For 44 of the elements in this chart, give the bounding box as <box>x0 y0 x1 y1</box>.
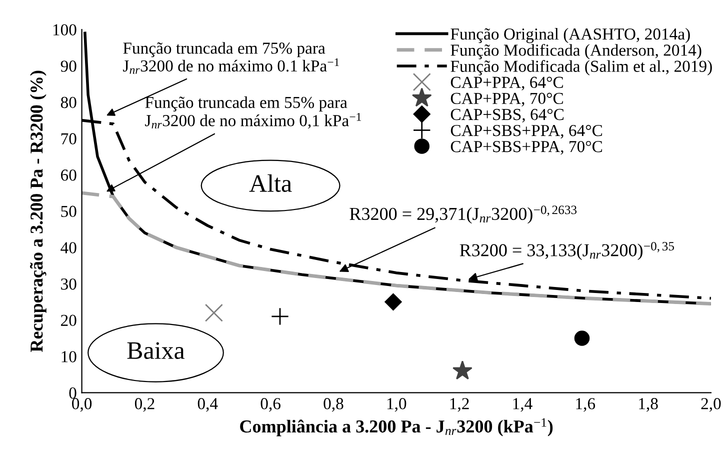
point <box>270 307 290 326</box>
x-tick-label: 1,8 <box>639 398 658 412</box>
y-tick-label: 40 <box>60 242 76 254</box>
legend-label: Função Modificada (Anderson, 2014) <box>450 44 702 60</box>
legend-label: CAP+PPA, 64°C <box>450 76 563 90</box>
annotation: Alta <box>249 174 292 192</box>
point <box>452 360 472 380</box>
legend-label: Função Modificada (Salim et al., 2019) <box>450 60 712 76</box>
legend-label: CAP+SBS+PPA, 70°C <box>450 140 602 155</box>
legend-label: Função Original (AASHTO, 2014a) <box>450 28 690 44</box>
y-tick-label: 0 <box>69 387 76 399</box>
annotation: Função truncada em 55% para J$_{nr}$3200 de no máximo 0,1 kPa$^{−1}$ <box>145 96 361 129</box>
x-tick-label: 1,6 <box>576 398 596 412</box>
y-tick-label: 50 <box>61 206 76 218</box>
annotation: Baixa <box>127 342 185 360</box>
y-tick-label: 60 <box>61 169 76 181</box>
y-tick-label: 70 <box>61 133 76 144</box>
x-tick-label: 0,0 <box>72 398 92 412</box>
legend-label: CAP+PPA, 70°C <box>450 92 563 106</box>
y-tick-label: 80 <box>60 96 76 108</box>
line-series <box>82 191 711 306</box>
point <box>204 304 223 322</box>
y-tick-label: 10 <box>62 351 76 362</box>
point <box>574 330 590 346</box>
annotation: R3200 = 33,133(J$_{nr}$3200)$^{−0,35}$ <box>460 242 674 260</box>
x-tick-label: 0,4 <box>198 398 218 412</box>
legend-label: CAP+SBS, 64°C <box>450 108 564 122</box>
y-tick-label: 90 <box>60 60 76 72</box>
x-tick-label: 0,6 <box>260 398 280 412</box>
y-tick-label: 100 <box>53 24 76 36</box>
x-tick-label: 1,0 <box>387 398 406 412</box>
y-tick-label: 20 <box>61 314 76 326</box>
x-tick-label: 2,0 <box>701 398 721 412</box>
y-tick-label: 30 <box>61 278 76 290</box>
x-tick-label: 0,8 <box>324 398 344 412</box>
annotation: Função truncada em 75% para J$_{nr}$3200 de no máximo 0.1 kPa$^{−1}$ <box>123 42 339 74</box>
x-tick-label: 0,2 <box>134 398 154 412</box>
y-axis-title: Recuperação a 3.200 Pa - R3200 (%) <box>30 70 46 352</box>
x-tick-label: 1,2 <box>450 398 469 412</box>
annotation: R3200 = 29,371(J$_{nr}$3200)$^{−0,2633}$ <box>350 206 577 224</box>
legend-label: CAP+SBS+PPA, 64°C <box>450 124 602 139</box>
x-axis-title: Compliância a 3.200 Pa - J$_{nr}$3200 (kPa$^{−1}$) <box>240 418 553 436</box>
point <box>384 293 402 310</box>
x-tick-label: 1,4 <box>513 398 532 412</box>
